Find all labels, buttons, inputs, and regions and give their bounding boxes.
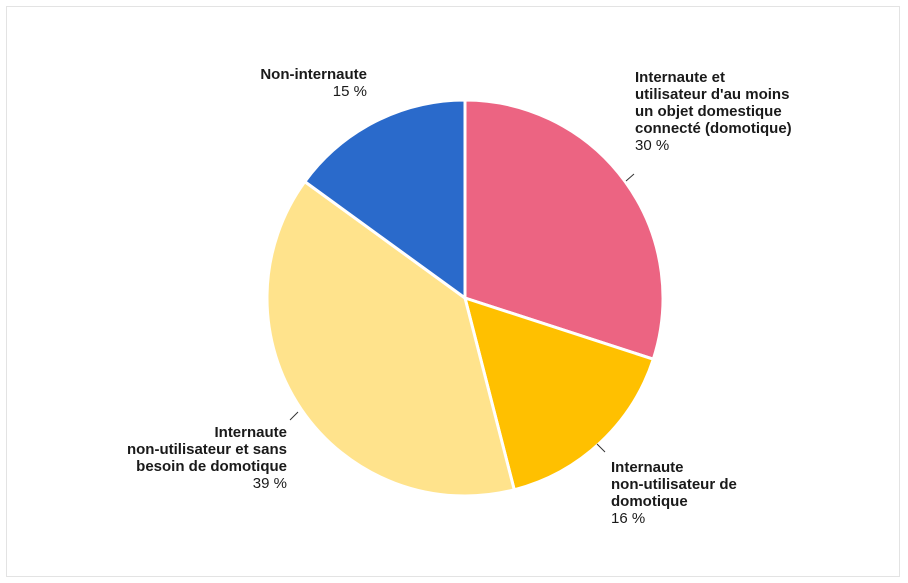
leader-line bbox=[596, 443, 606, 453]
slice-label-name: utilisateur d'au moins bbox=[635, 86, 789, 103]
slice-label-name: Internaute bbox=[611, 459, 684, 476]
slice-label-name: Internaute bbox=[214, 424, 287, 441]
slice-label-name: domotique bbox=[611, 493, 688, 510]
slice-label-name: Non-internaute bbox=[260, 66, 367, 83]
slice-label-name: non-utilisateur et sans bbox=[127, 441, 287, 458]
slice-value-label: 30 % bbox=[635, 137, 669, 154]
slice-label-name: besoin de domotique bbox=[136, 458, 287, 475]
slice-value-label: 16 % bbox=[611, 510, 645, 527]
pie-slice bbox=[303, 98, 467, 300]
slice-value-label: 39 % bbox=[253, 475, 287, 492]
slice-value-label: 15 % bbox=[333, 83, 367, 100]
pie-slice bbox=[463, 296, 655, 492]
leader-line bbox=[289, 411, 299, 421]
slice-label-name: connecté (domotique) bbox=[635, 120, 792, 137]
leader-line bbox=[625, 173, 635, 182]
pie-slice bbox=[265, 180, 516, 498]
slice-label-name: Internaute et bbox=[635, 69, 725, 86]
slice-label-name: un objet domestique bbox=[635, 103, 782, 120]
slice-label-name: non-utilisateur de bbox=[611, 476, 737, 493]
pie-slice bbox=[463, 98, 665, 361]
